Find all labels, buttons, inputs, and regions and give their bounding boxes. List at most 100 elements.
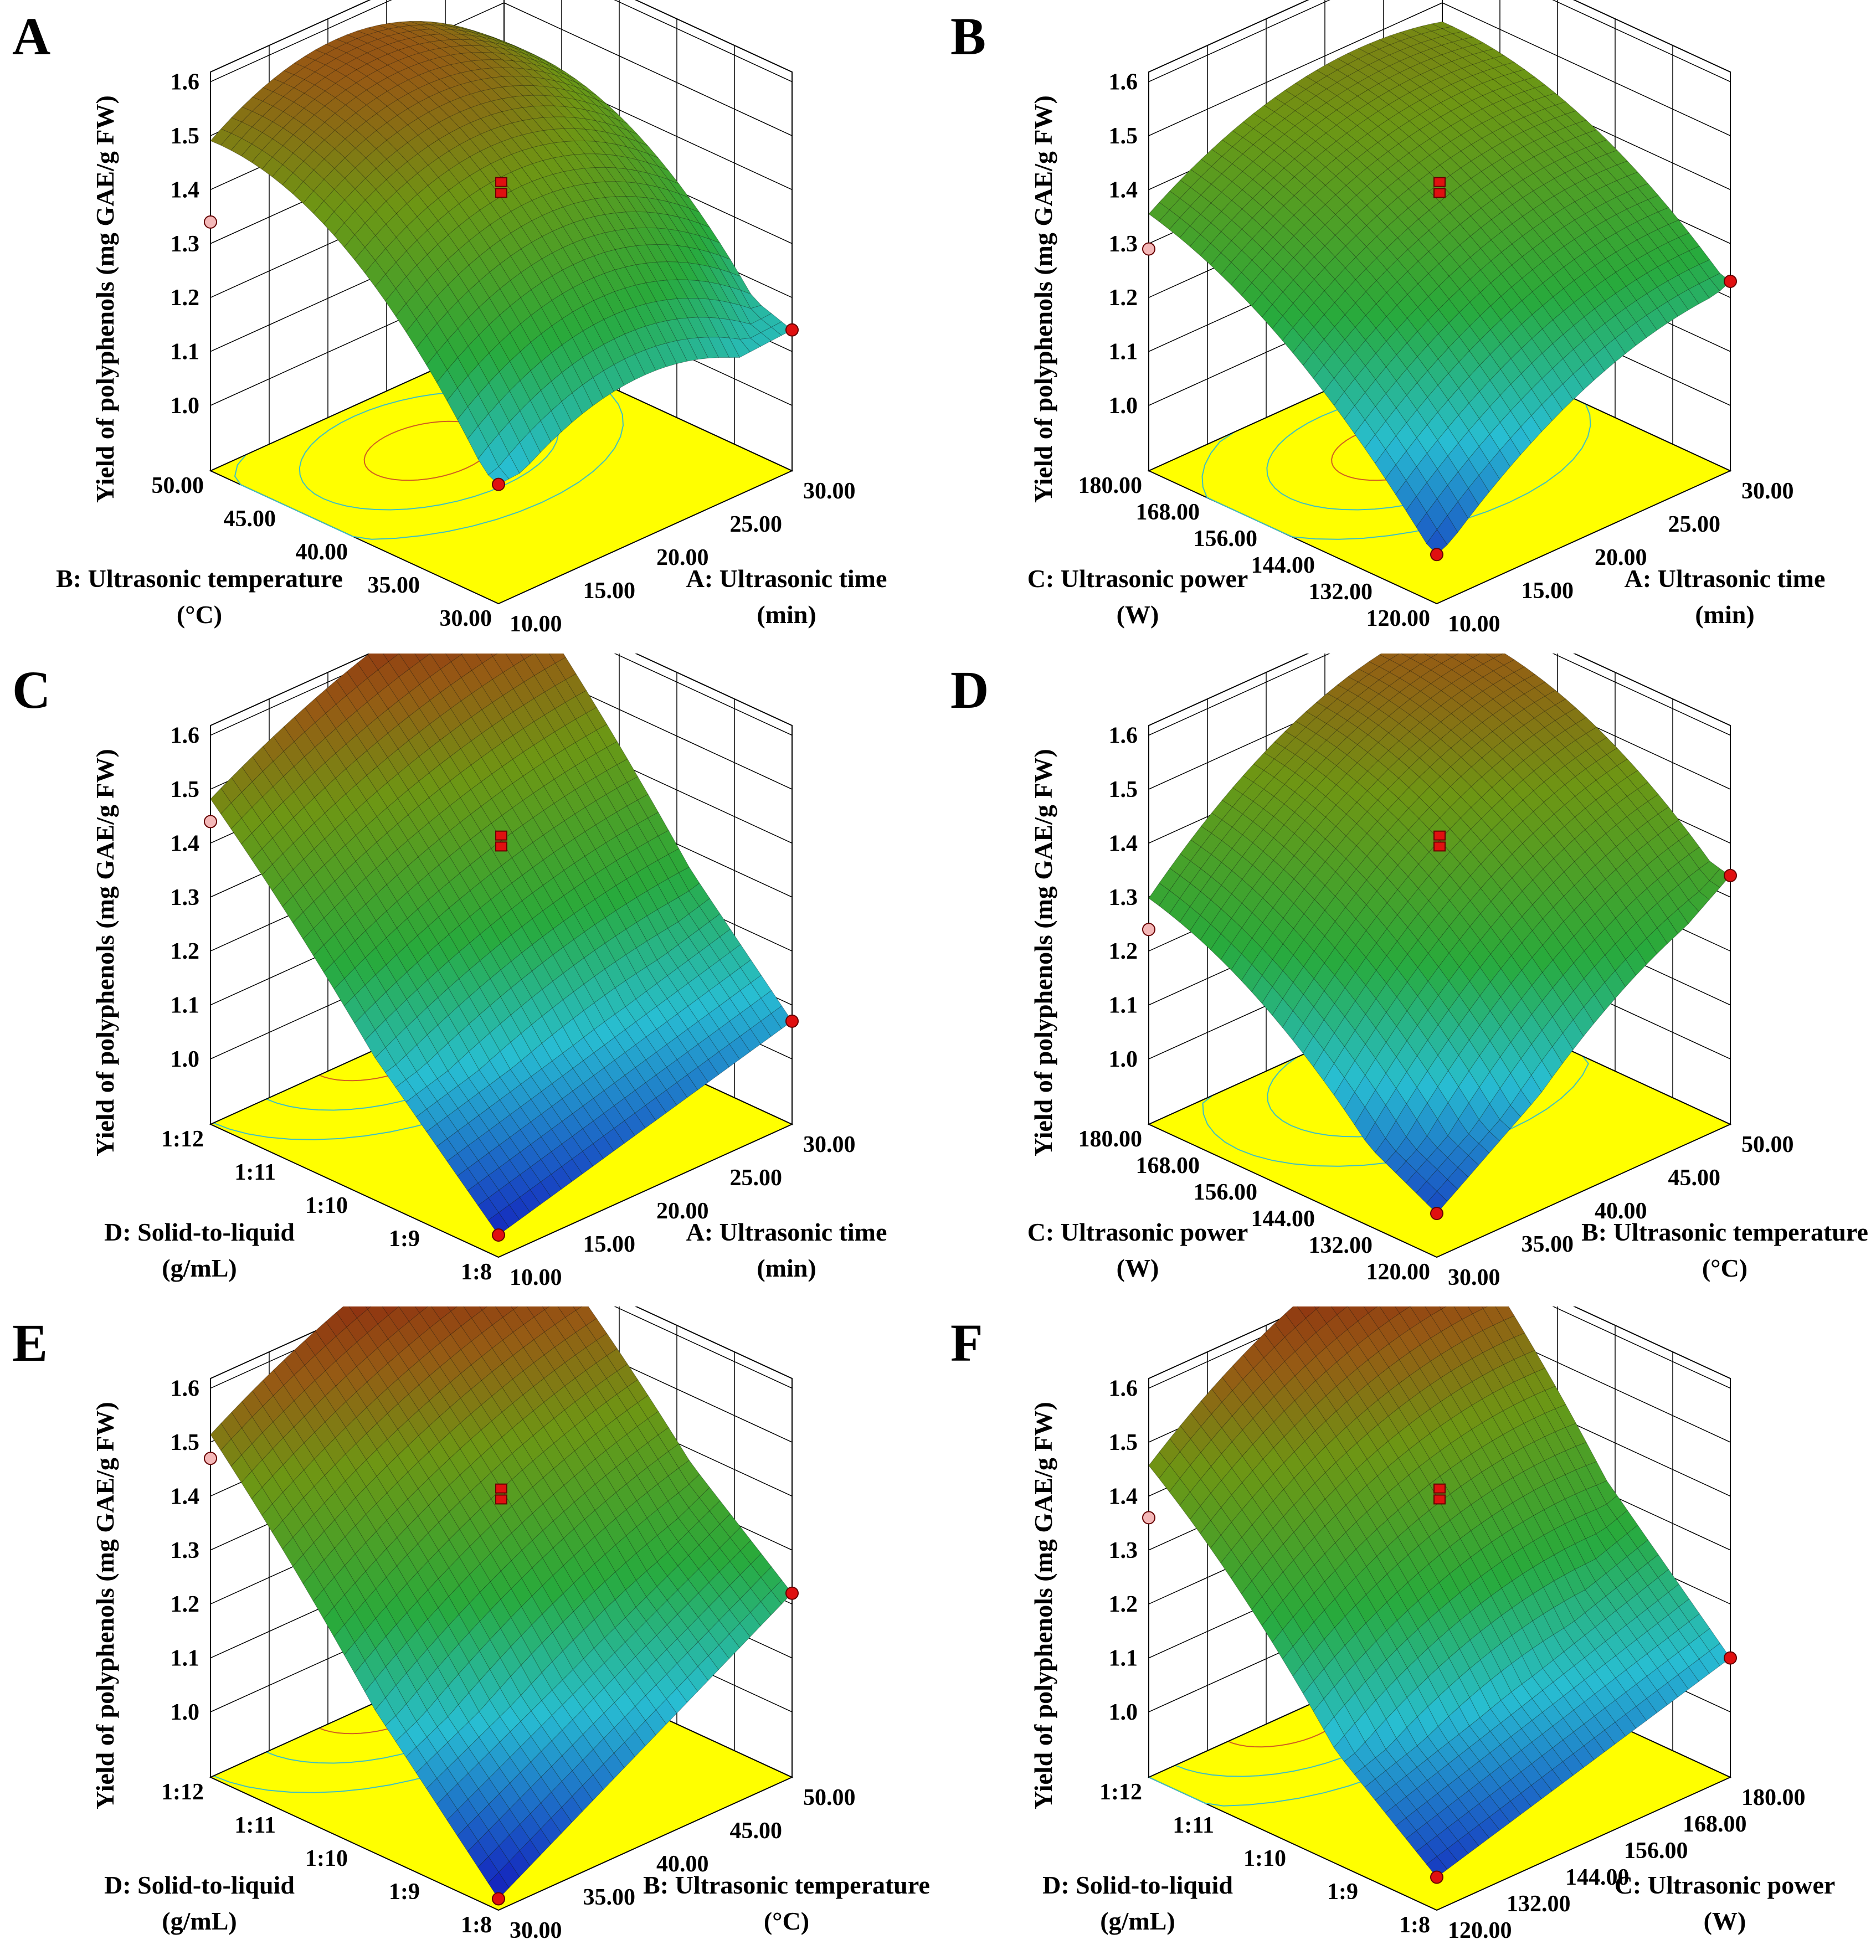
surface-facet xyxy=(395,303,417,332)
x-tick-label: 35.00 xyxy=(583,1885,636,1910)
surface-facet xyxy=(562,1745,583,1771)
surface-facet xyxy=(540,410,562,443)
surface-facet xyxy=(482,45,503,54)
y-axis-label: C: Ultrasonic power xyxy=(1027,1218,1248,1246)
surface-facet xyxy=(562,311,584,338)
z-tick-label: 1.0 xyxy=(1109,393,1138,419)
surface-facet xyxy=(1604,970,1626,999)
surface-facet xyxy=(1490,865,1513,890)
z-tick-label: 1.3 xyxy=(1109,885,1138,910)
surface-facet xyxy=(1489,343,1512,370)
response-surface xyxy=(1148,21,1731,555)
surface-facet xyxy=(1469,1631,1492,1660)
surface-facet xyxy=(458,1747,479,1774)
surface-facet xyxy=(1211,840,1232,863)
surface-facet xyxy=(574,107,597,121)
surface-facet xyxy=(1169,853,1191,876)
surface-facet xyxy=(593,1763,614,1791)
y-tick-label: 120.00 xyxy=(1366,606,1431,631)
surface-facet xyxy=(1491,212,1513,232)
design-point xyxy=(1142,923,1155,937)
surface-facet xyxy=(1490,1643,1512,1672)
surface-facet xyxy=(561,1770,583,1797)
surface-facet xyxy=(1253,1333,1275,1359)
surface-facet xyxy=(1492,86,1514,100)
z-tick-label: 1.1 xyxy=(171,339,200,365)
surface-facet xyxy=(479,1032,501,1061)
surface-facet xyxy=(1493,654,1515,666)
surface-facet xyxy=(467,425,489,460)
surface-facet xyxy=(1489,1026,1512,1058)
surface-facet xyxy=(447,1306,458,1312)
surface-facet xyxy=(1479,1731,1501,1753)
panel-C: C 1.0 1.1 1.2 1.3 1.4 1.5 1.6 10.00 15.00 20.00 25.… xyxy=(0,654,938,1307)
surface-facet xyxy=(498,1159,521,1183)
z-gridline xyxy=(1148,0,1731,83)
surface-facet xyxy=(1423,654,1439,658)
surface-facet xyxy=(398,1321,420,1346)
surface-facet xyxy=(666,1688,688,1714)
surface-facet xyxy=(492,39,514,48)
surface-facet xyxy=(460,45,483,53)
y-tick-label: 168.00 xyxy=(1136,500,1200,525)
surface-facet xyxy=(561,392,583,423)
surface-facet xyxy=(563,1528,585,1556)
surface-facet xyxy=(1440,730,1462,749)
y-tick-label: 120.00 xyxy=(1366,1259,1431,1285)
surface-facet xyxy=(1492,707,1514,724)
x-tick-label: 15.00 xyxy=(583,1232,636,1257)
surface-facet xyxy=(1500,333,1522,359)
surface-facet xyxy=(563,913,585,940)
response-surface xyxy=(210,1306,793,1900)
panel-F: F 1.0 1.1 1.2 1.3 1.4 1.5 1.6 120.00 132.00 144.00… xyxy=(938,1306,1876,1960)
surface-facet xyxy=(1179,225,1201,247)
surface-facet xyxy=(1437,1785,1459,1807)
surface-facet xyxy=(1468,1761,1490,1783)
surface-facet xyxy=(1459,1611,1481,1640)
surface-facet xyxy=(1478,462,1500,493)
surface-facet xyxy=(482,34,504,43)
surface-facet xyxy=(407,194,428,217)
y-tick-label: 50.00 xyxy=(152,473,204,498)
surface-facet xyxy=(1501,853,1523,879)
z-tick-label: 1.0 xyxy=(171,1047,200,1072)
surface-facet xyxy=(520,1736,542,1763)
surface-facet xyxy=(1445,654,1459,658)
surface-facet xyxy=(1500,286,1523,311)
surface-facet xyxy=(1458,1790,1479,1812)
surface-facet xyxy=(356,43,378,53)
design-point xyxy=(204,1452,217,1465)
surface-facet xyxy=(646,197,669,215)
surface-facet xyxy=(449,1423,471,1449)
surface-facet xyxy=(551,1807,573,1834)
surface-facet xyxy=(1179,1491,1201,1520)
surface-facet xyxy=(479,978,501,1006)
surface-facet xyxy=(531,282,552,308)
design-point xyxy=(204,815,217,829)
surface-facet xyxy=(1468,475,1490,506)
z-tick-label: 1.4 xyxy=(171,1484,200,1509)
z-tick-label: 1.3 xyxy=(171,885,200,910)
surface-facet xyxy=(563,1583,584,1612)
surface-facet xyxy=(1489,1808,1511,1831)
surface-facet xyxy=(543,116,565,130)
surface-facet xyxy=(408,88,430,103)
surface-facet xyxy=(1283,158,1306,177)
surface-facet xyxy=(1495,1306,1515,1321)
surface-facet xyxy=(498,1861,520,1889)
surface-facet xyxy=(1500,1635,1523,1664)
surface-facet xyxy=(554,1362,576,1387)
surface-facet xyxy=(1368,680,1390,695)
surface-facet xyxy=(1491,841,1513,866)
surface-facet xyxy=(418,50,441,60)
surface-facet xyxy=(1469,967,1491,996)
surface-facet xyxy=(490,158,512,178)
surface-facet xyxy=(1678,1666,1699,1690)
surface-facet xyxy=(385,1037,407,1066)
surface-facet xyxy=(1478,1817,1500,1839)
surface-facet xyxy=(513,47,535,58)
surface-facet xyxy=(1489,1056,1511,1089)
surface-facet xyxy=(487,1212,510,1236)
surface-facet xyxy=(1499,438,1521,467)
x-tick-label: 30.00 xyxy=(803,1132,856,1158)
